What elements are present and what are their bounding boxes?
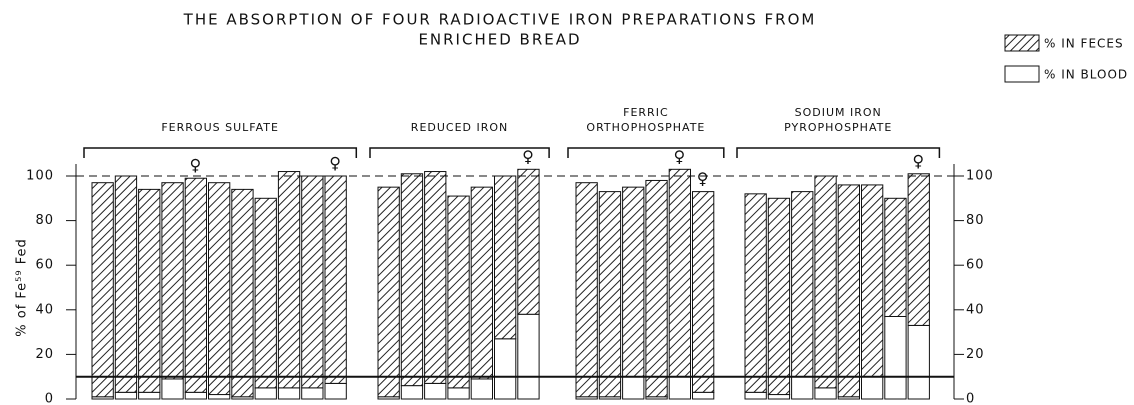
bar-blood (744, 391, 767, 400)
legend-label: % IN BLOOD (1044, 68, 1128, 82)
bar-blood (424, 382, 447, 400)
bar-blood (814, 387, 837, 400)
bar-blood (494, 338, 517, 400)
female-marker: ♀ (329, 154, 342, 173)
bar-feces (692, 191, 715, 393)
group-label: ORTHOPHOSPHATE (586, 121, 705, 134)
bar-blood (861, 376, 884, 400)
y-tick-label-right: 80 (966, 213, 985, 228)
female-marker: ♀ (673, 147, 686, 166)
group-bracket (736, 147, 941, 158)
y-tick-label: 40 (35, 302, 54, 317)
bar-blood (692, 391, 715, 400)
bar-blood (114, 391, 138, 400)
bar-feces (161, 182, 184, 380)
group-label: FERRIC (623, 106, 669, 119)
group-label: FERROUS SULFATE (161, 121, 279, 134)
bar-feces (907, 173, 930, 326)
legend-swatch (1004, 34, 1040, 52)
bar-feces (114, 175, 138, 393)
y-tick-label: 80 (35, 213, 54, 228)
bar-blood (161, 378, 184, 400)
bar-blood (907, 324, 930, 400)
bar-blood (622, 376, 645, 400)
legend-label: % IN FECES (1044, 37, 1124, 51)
bar-blood (184, 391, 207, 400)
bar-feces (138, 188, 161, 393)
bar-feces (598, 191, 622, 398)
legend-swatch (1004, 65, 1040, 83)
y-tick-label-right: 60 (966, 258, 985, 273)
bar-feces (837, 184, 861, 398)
bar-feces (668, 168, 692, 378)
y-tick-label: 20 (35, 347, 54, 362)
bar-feces (517, 168, 540, 315)
bar-feces (208, 182, 231, 396)
bar-feces (377, 186, 400, 398)
group-bracket (369, 147, 550, 158)
y-tick-label-right: 40 (966, 302, 985, 317)
bar-feces (744, 193, 767, 393)
bar-feces (494, 175, 517, 340)
bar-feces (622, 186, 645, 378)
female-marker: ♀ (522, 147, 535, 166)
group-label: REDUCED IRON (411, 121, 509, 134)
bar-feces (91, 182, 114, 398)
y-tick-label: 60 (35, 258, 54, 273)
bar-blood (400, 385, 424, 400)
bar-feces (645, 179, 668, 398)
bar-blood (470, 378, 494, 400)
bar-blood (254, 387, 277, 400)
y-tick-label-right: 20 (966, 347, 985, 362)
bar-feces (447, 195, 470, 389)
y-tick-label: 100 (26, 169, 54, 184)
bar-feces (791, 191, 814, 378)
female-marker: ♀ (697, 169, 710, 188)
bar-blood (791, 376, 814, 400)
bar-blood (324, 382, 347, 400)
group-bracket (567, 147, 725, 158)
bar-feces (814, 175, 837, 389)
bar-feces (861, 184, 884, 378)
bar-feces (884, 197, 907, 317)
bar-blood (447, 387, 470, 400)
bar-blood (208, 394, 231, 400)
bar-feces (231, 188, 254, 398)
bar-blood (301, 387, 324, 400)
bar-blood (668, 376, 692, 400)
bar-blood (277, 387, 301, 400)
y-tick-label-right: 0 (966, 392, 975, 405)
y-axis-label: % of Fe⁵⁹ Fed (15, 238, 30, 336)
y-tick-label: 0 (45, 392, 54, 405)
bar-blood (517, 313, 540, 400)
group-bracket (83, 147, 358, 158)
bar-blood (767, 394, 791, 400)
bar-feces (400, 173, 424, 387)
bar-feces (184, 177, 207, 393)
bar-blood (138, 391, 161, 400)
chart-title: ENRICHED BREAD (418, 31, 581, 49)
bar-feces (277, 171, 301, 389)
bar-feces (324, 175, 347, 384)
y-tick-label-right: 100 (966, 169, 994, 184)
bar-feces (301, 175, 324, 389)
bar-blood (884, 315, 907, 400)
bar-feces (254, 197, 277, 389)
female-marker: ♀ (912, 151, 925, 170)
group-label: SODIUM IRON (795, 106, 882, 119)
chart-title: THE ABSORPTION OF FOUR RADIOACTIVE IRON … (183, 11, 817, 29)
bar-feces (424, 171, 447, 384)
bar-feces (470, 186, 494, 380)
group-label: PYROPHOSPHATE (784, 121, 892, 134)
bar-feces (575, 182, 598, 398)
female-marker: ♀ (189, 156, 202, 175)
bar-feces (767, 197, 791, 396)
